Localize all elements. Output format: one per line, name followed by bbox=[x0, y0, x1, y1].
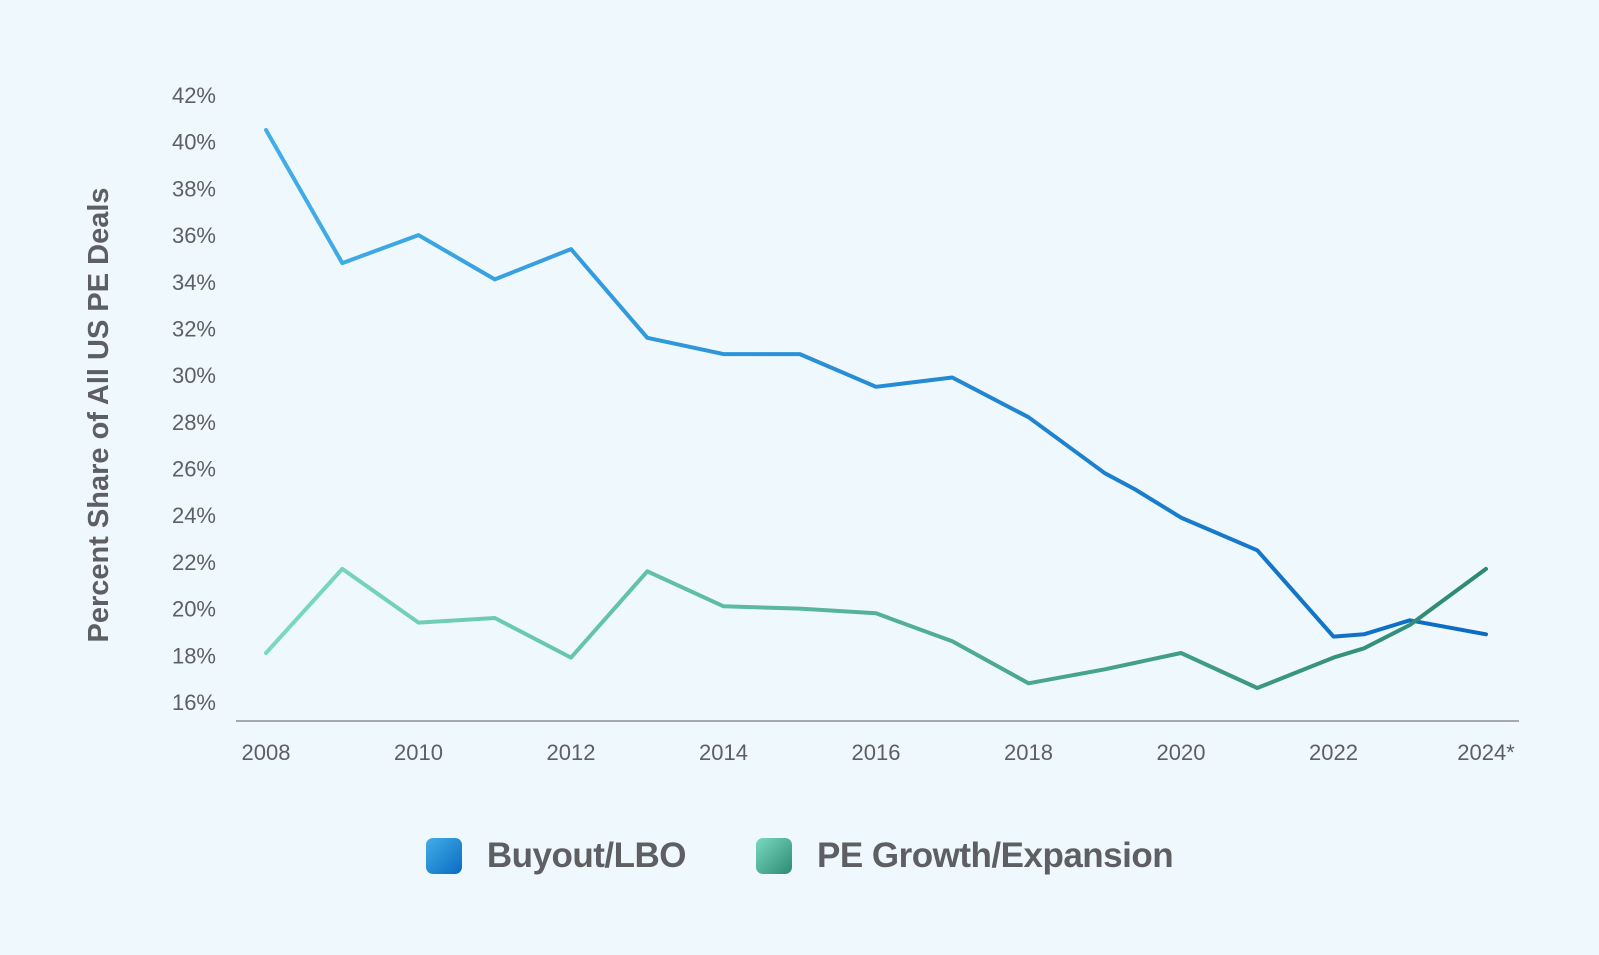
legend-label-buyout: Buyout/LBO bbox=[486, 836, 687, 875]
legend-item-growth: PE Growth/Expansion bbox=[756, 836, 1174, 876]
y-axis-title: Percent Share of All US PE Deals bbox=[83, 187, 115, 642]
x-tick-label: 2022 bbox=[1309, 740, 1358, 765]
legend: Buyout/LBO PE Growth/Expansion bbox=[0, 836, 1599, 876]
y-tick-label: 28% bbox=[172, 410, 216, 435]
y-tick-label: 16% bbox=[172, 690, 216, 715]
legend-label-growth: PE Growth/Expansion bbox=[817, 836, 1174, 875]
y-tick-label: 36% bbox=[172, 223, 216, 248]
legend-swatch-growth bbox=[756, 838, 793, 874]
y-tick-label: 40% bbox=[172, 130, 216, 155]
x-tick-label: 2012 bbox=[547, 740, 596, 765]
y-tick-label: 34% bbox=[172, 270, 216, 295]
legend-swatch-buyout bbox=[425, 838, 462, 874]
x-tick-label: 2018 bbox=[1004, 740, 1053, 765]
y-tick-label: 20% bbox=[172, 597, 216, 622]
y-tick-label: 26% bbox=[172, 457, 216, 482]
x-tick-label: 2014 bbox=[699, 740, 748, 765]
y-tick-label: 18% bbox=[172, 643, 216, 668]
series-line-growth bbox=[264, 566, 1488, 690]
y-tick-label: 42% bbox=[172, 83, 216, 108]
legend-item-buyout: Buyout/LBO bbox=[425, 836, 687, 876]
x-tick-label: 2024* bbox=[1457, 740, 1515, 765]
y-tick-label: 32% bbox=[172, 316, 216, 341]
y-tick-label: 38% bbox=[172, 176, 216, 201]
x-tick-label: 2008 bbox=[242, 740, 291, 765]
series-line-buyout bbox=[264, 128, 1488, 639]
x-tick-label: 2010 bbox=[394, 740, 443, 765]
y-tick-label: 24% bbox=[172, 503, 216, 528]
y-tick-label: 22% bbox=[172, 550, 216, 575]
x-tick-label: 2020 bbox=[1157, 740, 1206, 765]
y-tick-label: 30% bbox=[172, 363, 216, 388]
x-tick-label: 2016 bbox=[852, 740, 901, 765]
